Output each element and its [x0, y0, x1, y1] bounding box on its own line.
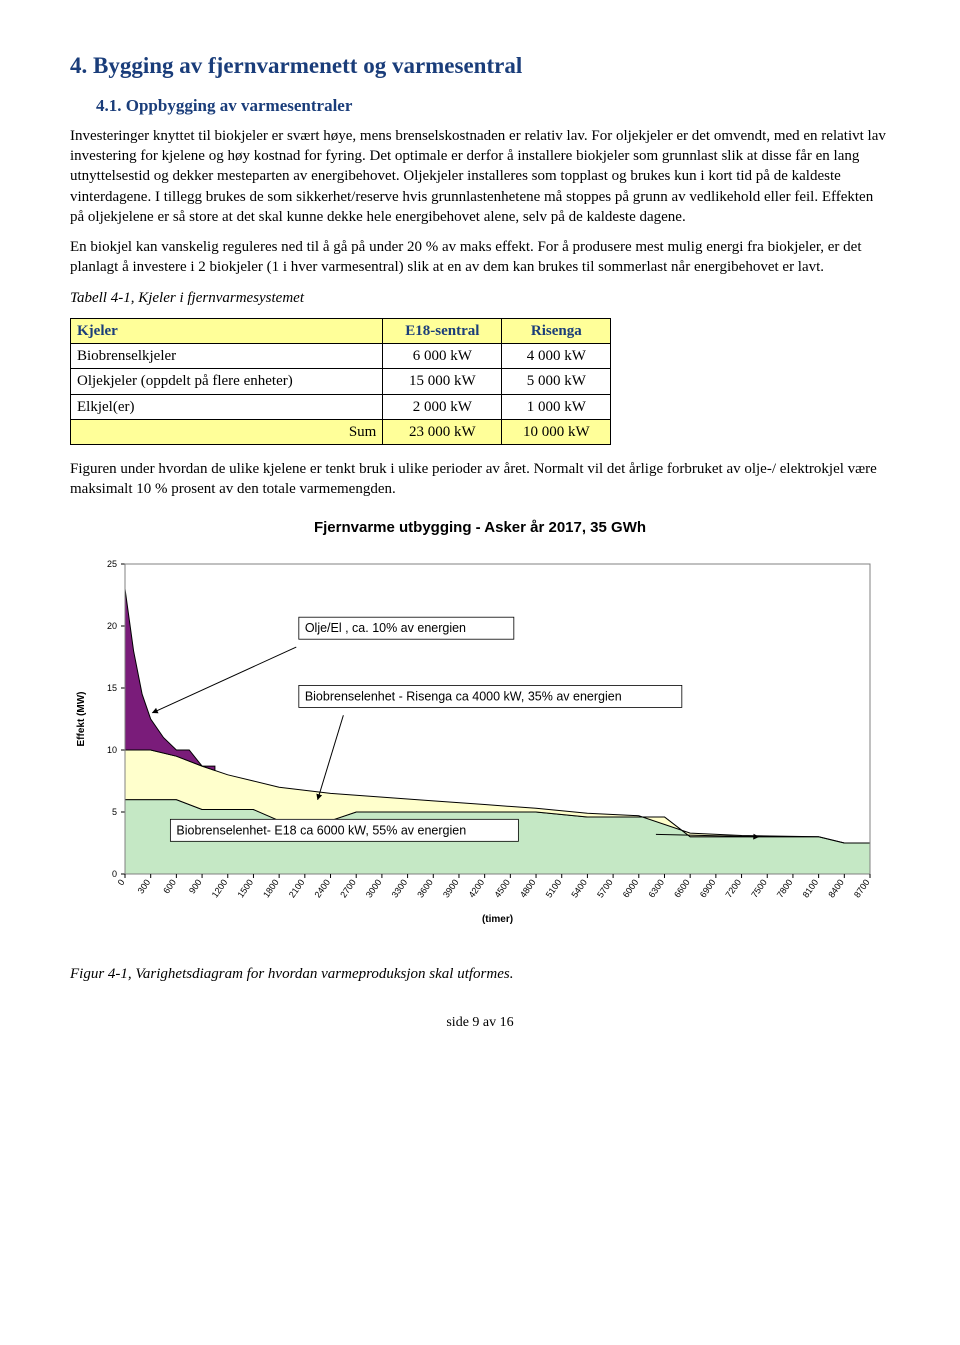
svg-text:2400: 2400	[312, 877, 332, 899]
page-footer: side 9 av 16	[70, 1014, 890, 1033]
svg-text:4500: 4500	[492, 877, 512, 899]
table-caption: Tabell 4-1, Kjeler i fjernvarmesystemet	[70, 288, 890, 308]
table-cell: Sum	[71, 419, 383, 444]
table-cell: 10 000 kW	[502, 419, 611, 444]
svg-text:1800: 1800	[261, 877, 281, 899]
table-cell: 15 000 kW	[383, 369, 502, 394]
table-header: E18-sentral	[383, 318, 502, 343]
svg-text:7500: 7500	[749, 877, 769, 899]
svg-text:4800: 4800	[518, 877, 538, 899]
svg-text:Biobrenselenhet - Risenga ca 4: Biobrenselenhet - Risenga ca 4000 kW, 35…	[305, 689, 622, 703]
svg-text:8700: 8700	[852, 877, 872, 899]
paragraph-1: Investeringer knyttet til biokjeler er s…	[70, 126, 890, 227]
table-header: Risenga	[502, 318, 611, 343]
table-row: Elkjel(er)2 000 kW1 000 kW	[71, 394, 611, 419]
svg-text:5100: 5100	[544, 877, 564, 899]
table-cell: 5 000 kW	[502, 369, 611, 394]
table-cell: Elkjel(er)	[71, 394, 383, 419]
svg-text:0: 0	[112, 869, 117, 879]
svg-text:Biobrenselenhet- E18 ca 6000 k: Biobrenselenhet- E18 ca 6000 kW, 55% av …	[176, 823, 466, 837]
figure-caption: Figur 4-1, Varighetsdiagram for hvordan …	[70, 964, 890, 984]
table-cell: 2 000 kW	[383, 394, 502, 419]
svg-text:10: 10	[107, 745, 117, 755]
svg-text:(timer): (timer)	[482, 914, 513, 925]
paragraph-2: En biokjel kan vanskelig reguleres ned t…	[70, 237, 890, 278]
duration-chart: 0 5 10 15 20 25 Effekt (MW) 0 300 600 900 12001500 1…	[70, 544, 890, 944]
svg-text:3900: 3900	[441, 877, 461, 899]
table-row: Biobrenselkjeler6 000 kW4 000 kW	[71, 344, 611, 369]
table-body: Biobrenselkjeler6 000 kW4 000 kWOljekjel…	[71, 344, 611, 445]
svg-text:Olje/El , ca. 10% av energien: Olje/El , ca. 10% av energien	[305, 621, 466, 635]
svg-text:6000: 6000	[621, 877, 641, 899]
chart-title: Fjernvarme utbygging - Asker år 2017, 35…	[70, 518, 890, 538]
table-cell: Oljekjeler (oppdelt på flere enheter)	[71, 369, 383, 394]
table-cell: 23 000 kW	[383, 419, 502, 444]
svg-text:8100: 8100	[801, 877, 821, 899]
section-heading: 4. Bygging av fjernvarmenett og varmesen…	[70, 50, 890, 81]
paragraph-3: Figuren under hvordan de ulike kjelene e…	[70, 459, 890, 500]
svg-text:6900: 6900	[698, 877, 718, 899]
svg-text:5700: 5700	[595, 877, 615, 899]
svg-text:8400: 8400	[826, 877, 846, 899]
svg-text:3600: 3600	[415, 877, 435, 899]
svg-text:3000: 3000	[364, 877, 384, 899]
chart-container: Fjernvarme utbygging - Asker år 2017, 35…	[70, 518, 890, 944]
table-cell: 1 000 kW	[502, 394, 611, 419]
svg-text:900: 900	[187, 877, 204, 895]
svg-text:7800: 7800	[775, 877, 795, 899]
svg-text:2700: 2700	[338, 877, 358, 899]
svg-text:300: 300	[136, 877, 153, 895]
table-cell: 4 000 kW	[502, 344, 611, 369]
svg-text:2100: 2100	[287, 877, 307, 899]
svg-text:1200: 1200	[210, 877, 230, 899]
svg-text:5: 5	[112, 807, 117, 817]
svg-text:6600: 6600	[672, 877, 692, 899]
svg-text:20: 20	[107, 621, 117, 631]
svg-text:6300: 6300	[646, 877, 666, 899]
svg-text:4200: 4200	[467, 877, 487, 899]
svg-text:Effekt (MW): Effekt (MW)	[76, 691, 87, 746]
svg-text:600: 600	[161, 877, 178, 895]
table-row: Oljekjeler (oppdelt på flere enheter)15 …	[71, 369, 611, 394]
svg-text:15: 15	[107, 683, 117, 693]
svg-text:5400: 5400	[569, 877, 589, 899]
table-sum-row: Sum23 000 kW10 000 kW	[71, 419, 611, 444]
subsection-heading: 4.1. Oppbygging av varmesentraler	[96, 95, 890, 118]
svg-text:0: 0	[116, 877, 127, 887]
table-cell: Biobrenselkjeler	[71, 344, 383, 369]
svg-text:7200: 7200	[724, 877, 744, 899]
table-header: Kjeler	[71, 318, 383, 343]
svg-text:3300: 3300	[390, 877, 410, 899]
svg-text:1500: 1500	[235, 877, 255, 899]
svg-text:25: 25	[107, 559, 117, 569]
boiler-table: Kjeler E18-sentral Risenga Biobrenselkje…	[70, 318, 611, 445]
table-cell: 6 000 kW	[383, 344, 502, 369]
